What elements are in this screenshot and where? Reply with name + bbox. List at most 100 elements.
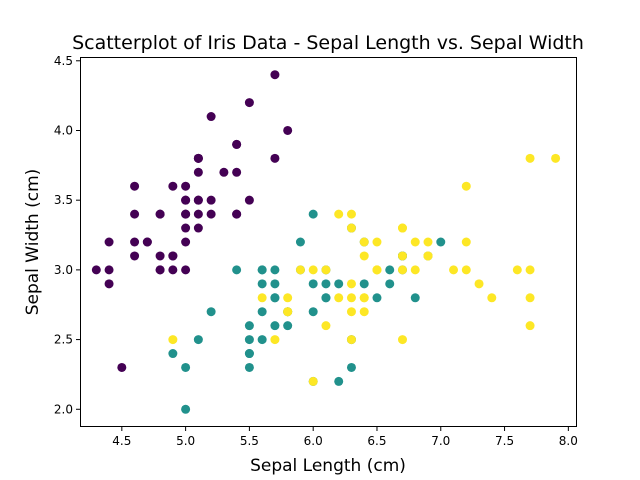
data-point-2-6 xyxy=(168,335,178,345)
data-point-0-38 xyxy=(104,265,114,275)
data-point-0-43 xyxy=(181,195,191,205)
data-point-0-42 xyxy=(104,237,114,247)
data-point-2-49 xyxy=(295,265,305,275)
x-tick-label-7: 8.0 xyxy=(559,434,578,448)
data-point-1-28 xyxy=(308,279,318,289)
data-point-2-42 xyxy=(283,307,293,317)
plot-frame xyxy=(80,57,577,427)
data-point-0-49 xyxy=(181,223,191,233)
data-point-1-35 xyxy=(308,209,318,219)
data-point-1-43 xyxy=(181,362,191,372)
data-point-1-39 xyxy=(244,335,254,345)
data-point-0-28 xyxy=(206,209,216,219)
data-point-0-17 xyxy=(193,195,203,205)
data-point-0-10 xyxy=(232,167,242,177)
data-point-2-48 xyxy=(334,209,344,219)
data-point-1-48 xyxy=(193,335,203,345)
y-tick-label-2: 3.0 xyxy=(54,263,73,277)
data-point-1-4 xyxy=(372,293,382,303)
data-point-1-19 xyxy=(257,335,267,345)
data-point-2-41 xyxy=(423,251,433,261)
data-point-0-1 xyxy=(168,265,178,275)
data-point-1-37 xyxy=(346,362,356,372)
data-point-2-3 xyxy=(346,279,356,289)
data-point-1-26 xyxy=(410,293,420,303)
data-point-2-45 xyxy=(397,265,407,275)
data-point-0-48 xyxy=(219,167,229,177)
data-point-2-11 xyxy=(359,307,369,317)
x-tick-label-6: 7.5 xyxy=(495,434,514,448)
data-point-2-0 xyxy=(346,223,356,233)
data-point-2-15 xyxy=(359,237,369,247)
x-tick-label-0: 4.5 xyxy=(112,434,131,448)
data-point-2-30 xyxy=(487,293,497,303)
data-point-1-40 xyxy=(244,321,254,331)
data-point-0-46 xyxy=(193,153,203,163)
data-point-1-34 xyxy=(232,265,242,275)
data-point-2-44 xyxy=(397,223,407,233)
data-point-1-18 xyxy=(334,376,344,386)
data-point-0-23 xyxy=(193,223,203,233)
data-point-2-13 xyxy=(270,335,280,345)
data-point-0-3 xyxy=(130,251,140,261)
data-point-0-18 xyxy=(270,153,280,163)
data-point-2-20 xyxy=(423,237,433,247)
data-point-0-26 xyxy=(181,209,191,219)
y-tick-label-1: 2.5 xyxy=(54,333,73,347)
data-point-1-7 xyxy=(168,349,178,359)
data-point-2-5 xyxy=(512,265,522,275)
data-point-0-16 xyxy=(232,139,242,149)
ticks-layer: 4.5 5.0 5.5 6.0 6.5 7.0 7.5 8.0 2.0 2.5 3.0 3.5 4.0 4… xyxy=(54,54,578,448)
data-point-0-37 xyxy=(168,181,178,191)
data-point-1-29 xyxy=(270,321,280,331)
data-point-1-49 xyxy=(270,293,280,303)
x-tick-label-2: 5.5 xyxy=(240,434,259,448)
data-point-2-35 xyxy=(525,265,535,275)
data-point-0-41 xyxy=(117,362,127,372)
y-tick-label-0: 2.0 xyxy=(54,402,73,416)
chart-title: Scatterplot of Iris Data - Sepal Length … xyxy=(72,32,584,54)
data-point-2-12 xyxy=(410,265,420,275)
data-point-2-26 xyxy=(334,293,344,303)
data-point-2-33 xyxy=(346,293,356,303)
data-point-2-10 xyxy=(372,237,382,247)
data-point-2-31 xyxy=(551,153,561,163)
data-point-0-22 xyxy=(130,181,140,191)
data-point-2-14 xyxy=(283,293,293,303)
x-tick-label-1: 5.0 xyxy=(176,434,195,448)
data-point-1-47 xyxy=(334,279,344,289)
data-point-2-46 xyxy=(346,335,356,345)
data-point-2-23 xyxy=(346,307,356,317)
data-point-2-18 xyxy=(525,321,535,331)
data-point-1-23 xyxy=(321,293,331,303)
data-point-2-2 xyxy=(449,265,459,275)
data-point-1-33 xyxy=(308,307,318,317)
data-point-2-37 xyxy=(359,251,369,261)
data-point-1-31 xyxy=(244,349,254,359)
data-point-2-47 xyxy=(372,265,382,275)
data-point-2-38 xyxy=(308,265,318,275)
data-point-0-39 xyxy=(193,209,203,219)
data-point-2-25 xyxy=(461,237,471,247)
data-point-2-43 xyxy=(410,237,420,247)
data-point-0-47 xyxy=(130,237,140,247)
data-point-0-35 xyxy=(181,237,191,247)
data-point-0-14 xyxy=(283,125,293,135)
data-point-2-17 xyxy=(525,153,535,163)
data-point-0-4 xyxy=(181,181,191,191)
y-tick-label-5: 4.5 xyxy=(54,54,73,68)
data-point-1-45 xyxy=(270,265,280,275)
data-point-0-45 xyxy=(155,265,165,275)
data-point-2-8 xyxy=(397,335,407,345)
data-point-2-29 xyxy=(461,265,471,275)
data-point-0-27 xyxy=(206,195,216,205)
data-point-1-3 xyxy=(244,362,254,372)
x-axis-label: Sepal Length (cm) xyxy=(250,456,406,476)
data-point-0-31 xyxy=(232,209,242,219)
data-point-1-9 xyxy=(206,307,216,317)
x-tick-label-5: 7.0 xyxy=(431,434,450,448)
data-point-1-44 xyxy=(257,307,267,317)
data-point-2-36 xyxy=(346,209,356,219)
x-tick-label-4: 6.5 xyxy=(367,434,386,448)
data-point-1-25 xyxy=(385,265,395,275)
